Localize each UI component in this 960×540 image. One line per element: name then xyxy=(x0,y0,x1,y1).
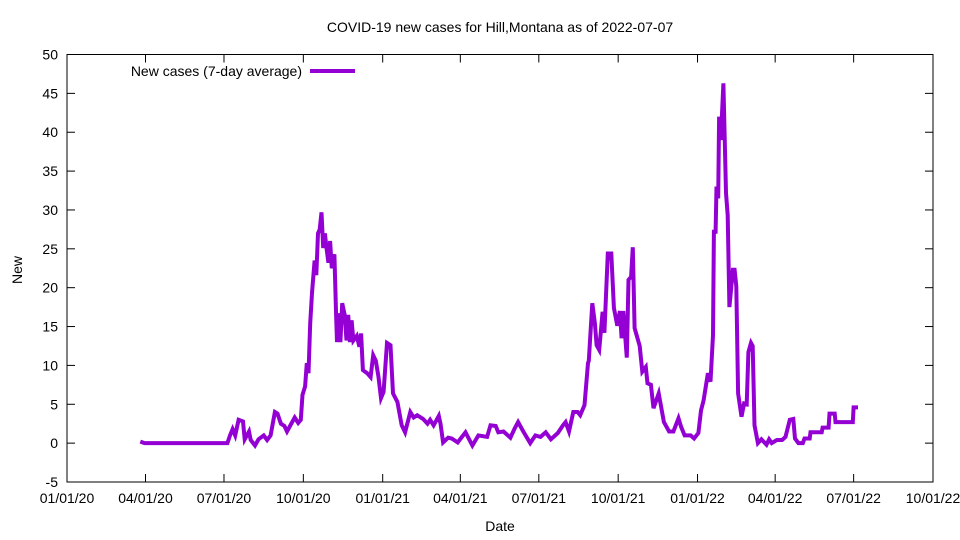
x-tick-label: 01/01/20 xyxy=(40,490,95,506)
y-tick-label: 40 xyxy=(42,124,58,140)
y-tick-label: 35 xyxy=(42,163,58,179)
x-tick-label: 07/01/22 xyxy=(826,490,881,506)
x-tick-label: 10/01/20 xyxy=(276,490,331,506)
y-tick-label: -5 xyxy=(46,474,59,490)
plot-border xyxy=(66,54,934,483)
axis-ticks: -5 0 5 10 15 20 25 30 35 40 45 50 01/01/20 04/01/20 07… xyxy=(40,47,960,507)
y-tick-label: 5 xyxy=(50,396,58,412)
chart-title: COVID-19 new cases for Hill,Montana as o… xyxy=(327,19,673,35)
x-tick-label: 04/01/21 xyxy=(433,490,488,506)
y-tick-label: 10 xyxy=(42,357,58,373)
x-tick-label: 04/01/22 xyxy=(748,490,803,506)
y-tick-label: 15 xyxy=(42,319,58,335)
x-tick-label: 10/01/21 xyxy=(591,490,646,506)
x-axis-label: Date xyxy=(485,518,515,534)
x-tick-label: 07/01/20 xyxy=(197,490,252,506)
legend: New cases (7-day average) xyxy=(131,63,355,79)
x-tick-label: 01/01/21 xyxy=(355,490,410,506)
x-tick-label: 01/01/22 xyxy=(670,490,725,506)
y-tick-label: 0 xyxy=(50,435,58,451)
y-tick-label: 50 xyxy=(42,47,58,63)
y-tick-label: 25 xyxy=(42,241,58,257)
x-tick-label: 04/01/20 xyxy=(118,490,173,506)
x-tick-label: 10/01/22 xyxy=(906,490,960,506)
y-tick-label: 30 xyxy=(42,202,58,218)
legend-label: New cases (7-day average) xyxy=(131,63,302,79)
y-tick-label: 45 xyxy=(42,85,58,101)
series-line-new-cases xyxy=(139,83,858,450)
y-tick-label: 20 xyxy=(42,280,58,296)
y-axis-label: New xyxy=(9,255,25,284)
x-tick-label: 07/01/21 xyxy=(512,490,567,506)
